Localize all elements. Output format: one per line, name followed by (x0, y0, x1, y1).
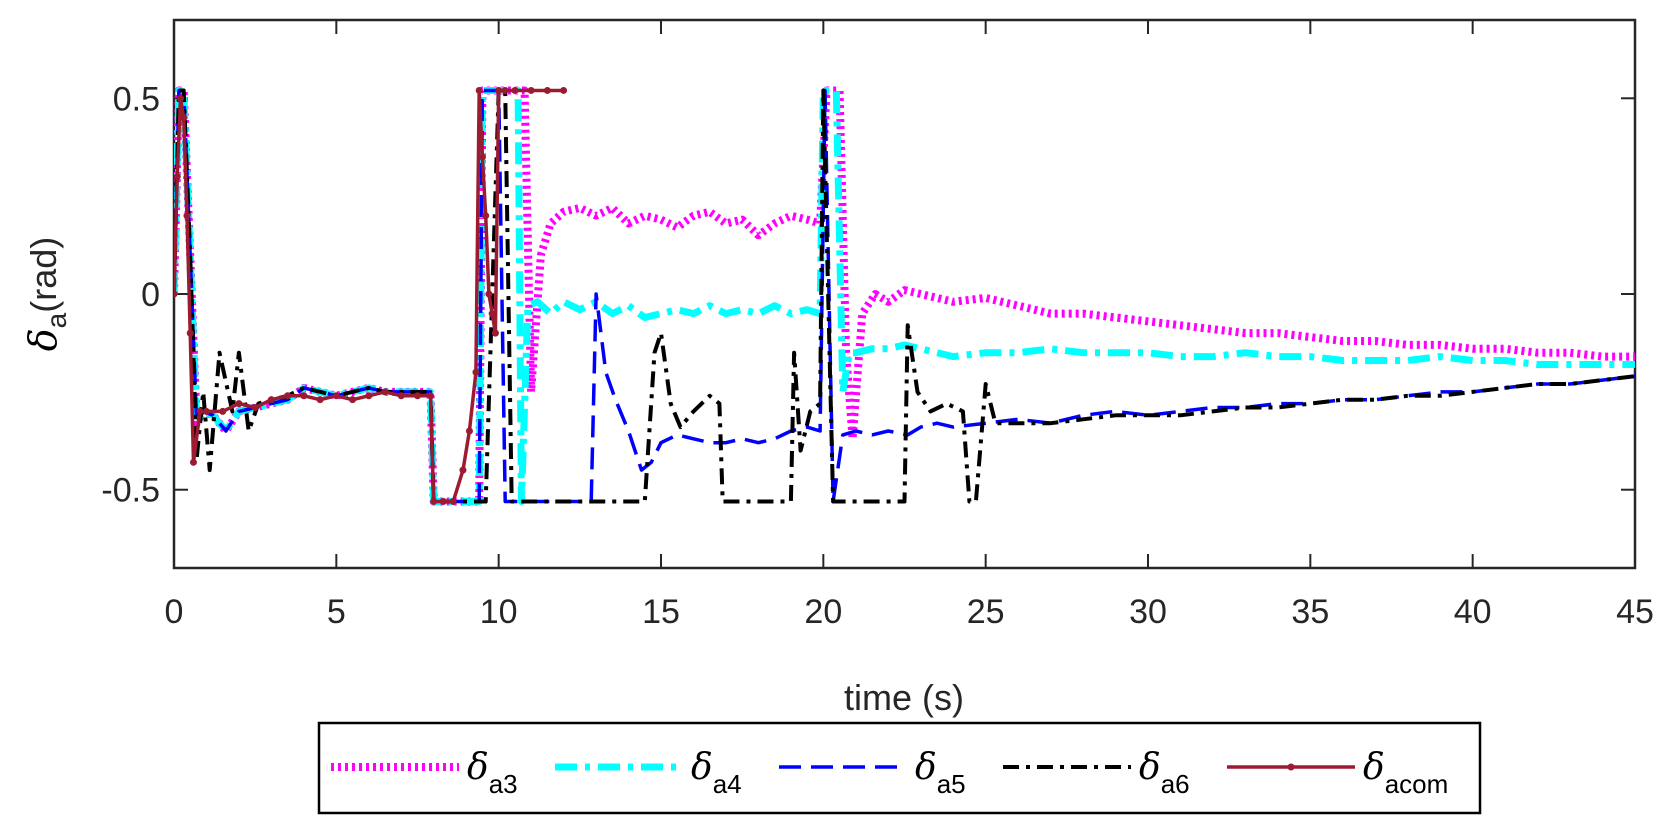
series-point-acom (475, 86, 483, 94)
series-point-acom (316, 396, 324, 404)
legend-item-a4: δa4 (555, 747, 742, 799)
x-tick-label: 40 (1454, 593, 1492, 631)
y-tick-label: 0 (141, 276, 160, 314)
y-tick-label: 0.5 (113, 80, 160, 118)
x-axis: 0 5 10 15 20 25 30 35 40 45 (165, 20, 1654, 631)
series-point-acom (426, 392, 434, 400)
series-point-acom (439, 497, 447, 505)
series-point-acom (365, 392, 373, 400)
legend-label: δa3 (467, 747, 518, 799)
legend-item-a6: δa6 (1003, 747, 1190, 799)
legend-item-a3: δa3 (331, 747, 518, 799)
x-tick-label: 10 (480, 593, 518, 631)
series-point-acom (478, 153, 486, 161)
legend-item-acom: δacom (1227, 747, 1448, 799)
series-point-acom (482, 212, 490, 220)
y-axis-title-sub: a (41, 312, 72, 328)
series-point-acom (189, 458, 197, 466)
x-tick-label: 5 (327, 593, 346, 631)
series-point-acom (485, 290, 493, 298)
series-point-acom (202, 407, 210, 415)
x-tick-label: 15 (642, 593, 680, 631)
series-line-a6 (174, 88, 1635, 504)
series-point-acom (284, 392, 292, 400)
legend-label: δa6 (1139, 747, 1190, 799)
x-tick-label: 45 (1616, 593, 1654, 631)
x-tick-label: 35 (1291, 593, 1329, 631)
legend-marker (1287, 763, 1295, 771)
series-point-acom (414, 392, 421, 400)
series-point-acom (183, 212, 191, 220)
legend-label: δacom (1363, 747, 1448, 799)
series-point-acom (349, 396, 357, 404)
series-point-acom (186, 329, 194, 337)
series-point-acom (488, 310, 496, 318)
series-point-acom (449, 497, 457, 505)
series-point-acom (267, 396, 275, 404)
x-tick-label: 20 (804, 593, 842, 631)
y-axis: 0.5 0 -0.5 (101, 80, 1635, 510)
y-axis-title-symbol: δ (21, 328, 65, 351)
legend: δa3 δa4 δa5 δa6 δacom (317, 721, 1482, 815)
series-point-acom (465, 427, 473, 435)
y-tick-label: -0.5 (101, 472, 160, 510)
y-axis-title: δa(rad) (21, 237, 72, 351)
series-point-acom (196, 407, 204, 415)
x-tick-label: 30 (1129, 593, 1167, 631)
series-line-a3 (174, 86, 1635, 506)
series-layer (174, 86, 1635, 506)
series-point-acom (219, 407, 227, 415)
y-axis-title-rest: (rad) (23, 237, 64, 313)
series-point-acom (176, 94, 184, 102)
x-tick-label: 25 (967, 593, 1005, 631)
series-point-acom (472, 368, 480, 376)
series-point-acom (251, 404, 259, 412)
series-point-acom (543, 86, 551, 94)
series-point-acom (332, 392, 340, 400)
series-point-acom (560, 86, 568, 94)
legend-item-a5: δa5 (779, 747, 966, 799)
series-point-acom (235, 400, 243, 408)
series-point-acom (397, 392, 405, 400)
series-point-acom (511, 86, 519, 94)
series-point-acom (495, 86, 503, 94)
series-point-acom (381, 388, 389, 396)
series-point-acom (180, 114, 188, 122)
x-tick-label: 0 (165, 593, 184, 631)
series-point-acom (300, 392, 308, 400)
legend-label: δa4 (691, 747, 742, 799)
x-axis-title: time (s) (844, 677, 964, 718)
series-point-acom (174, 173, 181, 181)
series-point-acom (430, 497, 438, 505)
legend-label: δa5 (915, 747, 966, 799)
series-point-acom (174, 290, 178, 298)
series-line-a4 (174, 87, 1635, 505)
series-point-acom (459, 466, 467, 474)
series-point-acom (491, 329, 499, 337)
series-point-acom (501, 86, 509, 94)
series-point-acom (527, 86, 535, 94)
